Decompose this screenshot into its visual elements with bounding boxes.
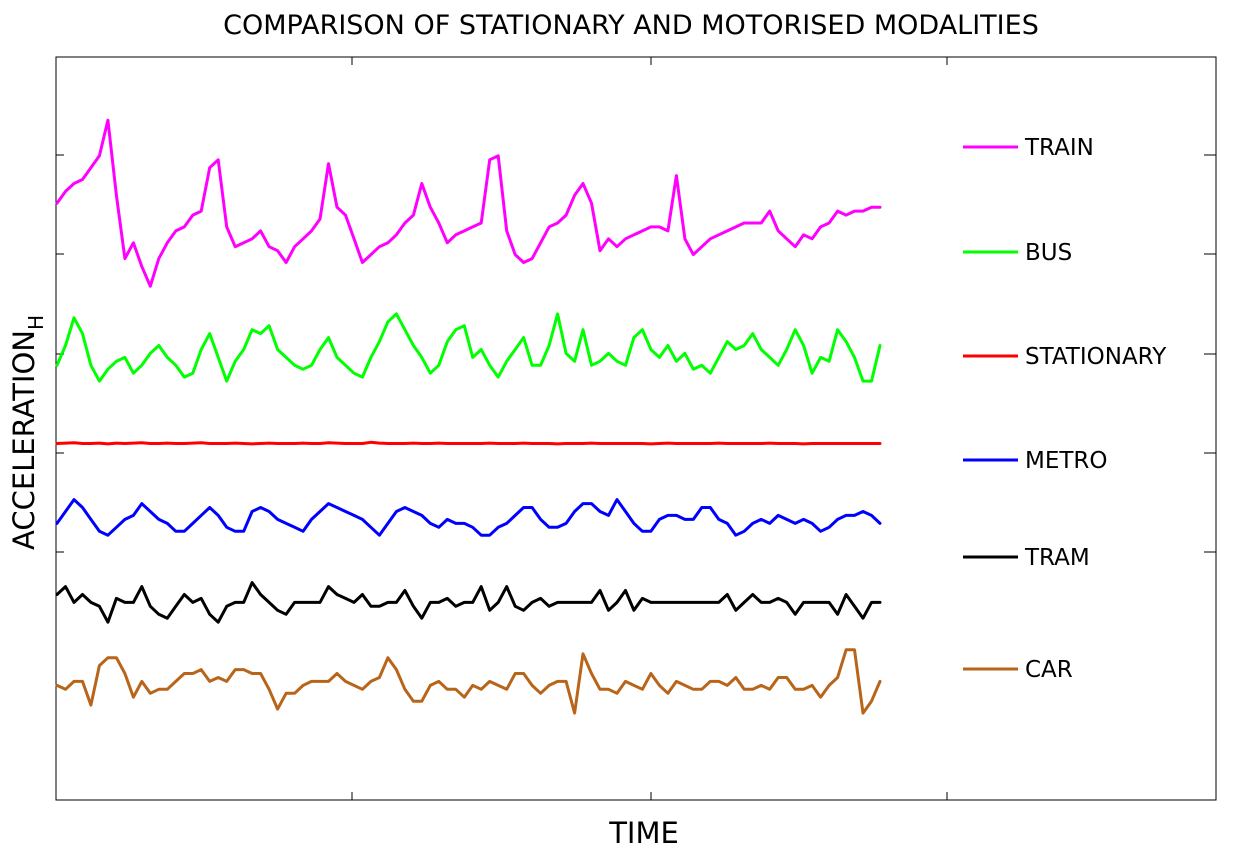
x-axis-label: TIME [608, 816, 679, 850]
plot-frame [55, 56, 1217, 801]
axis-ticks [56, 57, 1216, 800]
legend-label-train: TRAIN [1024, 135, 1094, 161]
series-line-metro [55, 498, 882, 537]
legend-label-metro: METRO [1025, 448, 1108, 474]
legend-label-tram: TRAM [1024, 545, 1090, 571]
series-line-tram [55, 581, 882, 624]
legend-label-bus: BUS [1025, 240, 1072, 266]
series-line-bus [55, 312, 882, 383]
y-axis-label-main: ACCELERATION [7, 330, 41, 550]
y-axis-label-group: ACCELERATIONH [7, 315, 48, 550]
legend-label-stationary: STATIONARY [1025, 344, 1167, 370]
series-line-stationary [55, 440, 882, 446]
series-line-train [55, 118, 882, 288]
legend: TRAIN BUS STATIONARY METRO TRAM CAR [963, 135, 1167, 683]
chart-title: COMPARISON OF STATIONARY AND MOTORISED M… [223, 10, 1039, 41]
series-layer [55, 118, 882, 715]
legend-label-car: CAR [1025, 657, 1073, 683]
y-axis-label-subscript: H [24, 315, 48, 330]
series-line-car [55, 648, 882, 715]
y-axis-label: ACCELERATIONH [7, 315, 48, 550]
